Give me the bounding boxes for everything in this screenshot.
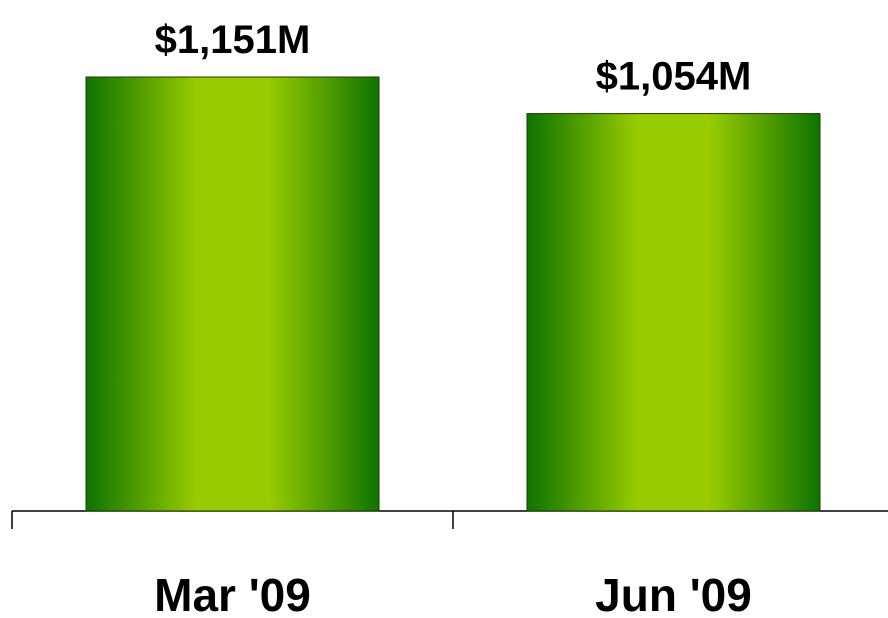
x-tick-label: Mar '09 [154, 569, 311, 618]
value-label: $1,151M [155, 18, 311, 62]
bar [526, 113, 821, 512]
x-tick-label: Jun '09 [595, 569, 752, 618]
bar [85, 76, 380, 512]
value-label: $1,054M [596, 55, 752, 99]
